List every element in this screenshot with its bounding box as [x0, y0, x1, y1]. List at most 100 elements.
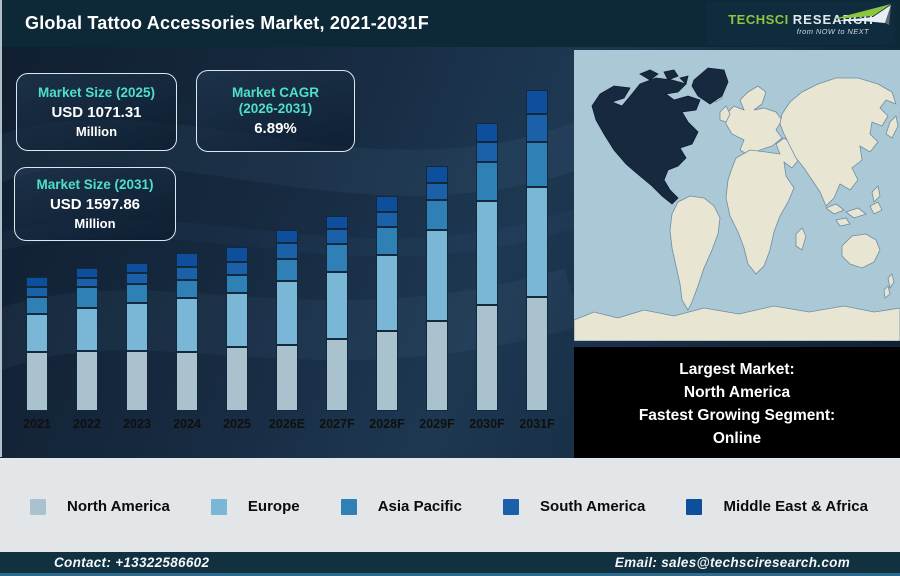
logo-brand-primary: TechSci — [728, 11, 789, 27]
bar-segment-middle-east-and-africa — [426, 166, 448, 183]
callout-fastest-segment-value: Online — [712, 430, 762, 447]
x-axis-label-2028f: 2028F — [369, 417, 405, 431]
bar-segment-south-america — [176, 267, 198, 280]
bar-column-2022: 2022 — [73, 0, 101, 440]
bar-segment-europe — [426, 230, 448, 321]
bar-segment-north-america — [326, 339, 348, 411]
bar-segment-middle-east-and-africa — [76, 268, 98, 278]
bar-column-2021: 2021 — [23, 0, 51, 440]
bar-segment-asia-pacific — [326, 244, 348, 272]
bar-segment-europe — [276, 281, 298, 345]
legend-swatch-europe — [210, 498, 227, 515]
bar-segment-asia-pacific — [126, 284, 148, 303]
bar-stack-2025 — [226, 247, 248, 411]
bar-segment-south-america — [476, 142, 498, 162]
bar-segment-asia-pacific — [176, 280, 198, 298]
bar-column-2027f: 2027F — [319, 0, 355, 440]
bar-segment-south-america — [76, 278, 98, 287]
market-size-2031-box: Market Size (2031) USD 1597.86 Million — [14, 167, 176, 241]
bar-segment-south-america — [426, 183, 448, 200]
market-size-2025-value: USD 1071.31 — [51, 104, 142, 121]
legend-item-north-america: North America — [30, 498, 170, 515]
legend-item-asia-pacific: Asia Pacific — [340, 498, 462, 515]
bar-segment-europe — [76, 308, 98, 351]
bar-column-2031f: 2031F — [519, 0, 555, 440]
bar-segment-europe — [476, 201, 498, 305]
techsci-logo: TechSci Research from NOW to NEXT — [707, 2, 895, 45]
bar-segment-europe — [126, 303, 148, 351]
legend-label-asia-pacific: Asia Pacific — [377, 498, 462, 515]
bar-column-2029f: 2029F — [419, 0, 455, 440]
bar-segment-europe — [376, 255, 398, 331]
callout-fastest-segment-label: Fastest Growing Segment: — [638, 407, 836, 424]
left-edge-decoration — [0, 0, 2, 457]
bar-column-2026e: 2026E — [269, 0, 305, 440]
bar-segment-europe — [226, 293, 248, 347]
x-axis-label-2026e: 2026E — [268, 417, 306, 431]
footer-email: Email: sales@techsciresearch.com — [614, 555, 850, 570]
footer-bar: Contact: +13322586602 Email: sales@techs… — [0, 552, 900, 576]
logo-tagline: from NOW to NEXT — [796, 26, 869, 36]
chart-legend: North America Europe Asia Pacific South Ame… — [0, 498, 900, 515]
bar-segment-asia-pacific — [26, 297, 48, 314]
bar-segment-middle-east-and-africa — [526, 90, 548, 114]
market-cagr-title-line2: (2026-2031) — [238, 101, 313, 116]
bar-segment-europe — [526, 187, 548, 297]
bar-segment-south-america — [526, 114, 548, 142]
bar-segment-asia-pacific — [526, 142, 548, 187]
bar-stack-2026e — [276, 230, 298, 411]
x-axis-label-2030f: 2030F — [469, 417, 505, 431]
bar-stack-2027f — [326, 216, 348, 411]
bar-stack-2031f — [526, 90, 548, 411]
logo-arrow-icon — [833, 4, 891, 25]
bar-segment-asia-pacific — [276, 259, 298, 281]
bar-segment-middle-east-and-africa — [126, 263, 148, 273]
legend-swatch-asia-pacific — [340, 498, 357, 515]
x-axis-label-2022: 2022 — [73, 417, 101, 431]
callout-box: Largest Market: North America Fastest Gr… — [574, 347, 900, 461]
bar-segment-middle-east-and-africa — [476, 123, 498, 142]
legend-label-south-america: South America — [540, 498, 646, 515]
bar-segment-asia-pacific — [226, 275, 248, 293]
legend-band: North America Europe Asia Pacific South Ame… — [0, 458, 900, 552]
x-axis-label-2023: 2023 — [123, 417, 151, 431]
legend-swatch-south-america — [503, 498, 520, 515]
world-map — [573, 50, 900, 342]
world-map-svg — [573, 50, 900, 342]
bar-segment-europe — [26, 314, 48, 352]
market-cagr-title: Market CAGR (2026-2031) — [201, 85, 350, 117]
market-size-2025-title: Market Size (2025) — [37, 85, 156, 100]
legend-label-middle-east-and-africa: Middle East & Africa — [723, 498, 868, 515]
bar-segment-south-america — [126, 273, 148, 284]
bar-segment-south-america — [226, 262, 248, 275]
market-size-2025-unit: Million — [75, 124, 118, 139]
bar-segment-asia-pacific — [426, 200, 448, 230]
legend-item-europe: Europe — [210, 498, 300, 515]
bar-stack-2030f — [476, 123, 498, 411]
bar-segment-north-america — [226, 347, 248, 411]
bar-segment-north-america — [176, 352, 198, 411]
legend-swatch-middle-east-and-africa — [686, 498, 703, 515]
market-size-2025-box: Market Size (2025) USD 1071.31 Million — [16, 73, 177, 151]
bar-stack-2024 — [176, 253, 198, 411]
map-landmasses — [573, 77, 900, 342]
bar-segment-south-america — [326, 229, 348, 244]
bar-column-2028f: 2028F — [369, 0, 405, 440]
callout-largest-market-value: North America — [683, 384, 791, 401]
bar-segment-north-america — [26, 352, 48, 411]
bar-segment-asia-pacific — [76, 287, 98, 308]
x-axis-label-2031f: 2031F — [519, 417, 555, 431]
x-axis-label-2024: 2024 — [173, 417, 201, 431]
market-cagr-value: 6.89% — [254, 120, 297, 137]
map-north-america-highlight — [591, 67, 729, 205]
legend-label-north-america: North America — [67, 498, 170, 515]
bar-segment-middle-east-and-africa — [26, 277, 48, 287]
market-cagr-box: Market CAGR (2026-2031) 6.89% — [196, 70, 355, 152]
bar-stack-2021 — [26, 277, 48, 411]
bar-segment-asia-pacific — [376, 227, 398, 255]
bar-segment-north-america — [276, 345, 298, 411]
bar-segment-south-america — [26, 287, 48, 297]
bar-segment-europe — [326, 272, 348, 339]
bar-segment-middle-east-and-africa — [326, 216, 348, 229]
